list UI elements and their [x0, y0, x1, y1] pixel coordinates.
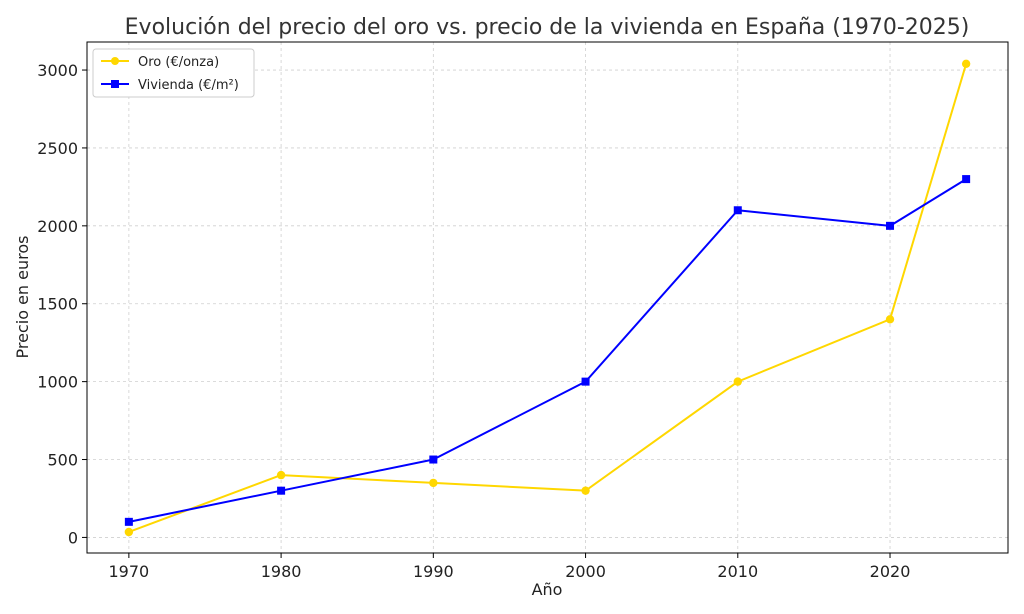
- y-tick-label: 0: [68, 528, 78, 547]
- y-tick-label: 3000: [37, 61, 78, 80]
- legend-item-vivienda: Vivienda (€/m²): [101, 78, 239, 93]
- data-point-oro: [885, 315, 895, 324]
- data-point-oro: [961, 59, 971, 69]
- x-tick-label: 1990: [413, 562, 454, 581]
- legend: Oro (€/onza) Vivienda (€/m²): [92, 48, 255, 98]
- x-tick-label: 1980: [261, 562, 302, 581]
- data-point-oro: [733, 377, 742, 386]
- x-tick-label: 2020: [870, 562, 911, 581]
- data-point-oro: [124, 527, 134, 537]
- data-point-vivienda: [733, 206, 742, 215]
- series-oro: [124, 59, 971, 537]
- data-point-vivienda: [124, 517, 133, 526]
- y-tick-label: 1500: [37, 295, 78, 314]
- series-vivienda: [124, 175, 971, 526]
- y-axis-label: Precio en euros: [13, 236, 32, 359]
- series-line-oro: [128, 63, 968, 533]
- x-axis-label: Año: [532, 580, 563, 599]
- data-point-vivienda: [581, 377, 590, 386]
- data-point-vivienda: [962, 175, 971, 184]
- series: [124, 59, 971, 537]
- data-point-oro: [276, 470, 286, 480]
- x-tick-label: 1970: [109, 562, 150, 581]
- series-line-vivienda: [128, 178, 967, 523]
- legend-label-vivienda: Vivienda (€/m²): [138, 78, 239, 93]
- legend-label-oro: Oro (€/onza): [138, 55, 219, 70]
- x-tick-label: 2000: [565, 562, 606, 581]
- legend-marker-vivienda: [111, 80, 119, 88]
- axis-ticks: 1970 1980 1990 2000 2010 2020 0 500 1000 1500 2000…: [37, 61, 910, 581]
- grid: [87, 42, 1008, 553]
- data-point-vivienda: [277, 486, 286, 495]
- plot-frame: [86, 41, 1009, 554]
- data-point-vivienda: [429, 455, 438, 464]
- y-tick-label: 1000: [37, 373, 78, 392]
- x-tick-label: 2010: [717, 562, 758, 581]
- chart-title: Evolución del precio del oro vs. precio …: [125, 15, 970, 40]
- y-tick-label: 2000: [37, 217, 78, 236]
- legend-item-oro: Oro (€/onza): [101, 55, 219, 70]
- data-point-oro: [581, 486, 590, 495]
- y-tick-label: 500: [47, 451, 78, 470]
- legend-box: [92, 48, 255, 98]
- data-point-oro: [429, 478, 438, 488]
- data-point-vivienda: [886, 221, 895, 230]
- y-tick-label: 2500: [37, 139, 78, 158]
- legend-marker-oro: [111, 57, 119, 65]
